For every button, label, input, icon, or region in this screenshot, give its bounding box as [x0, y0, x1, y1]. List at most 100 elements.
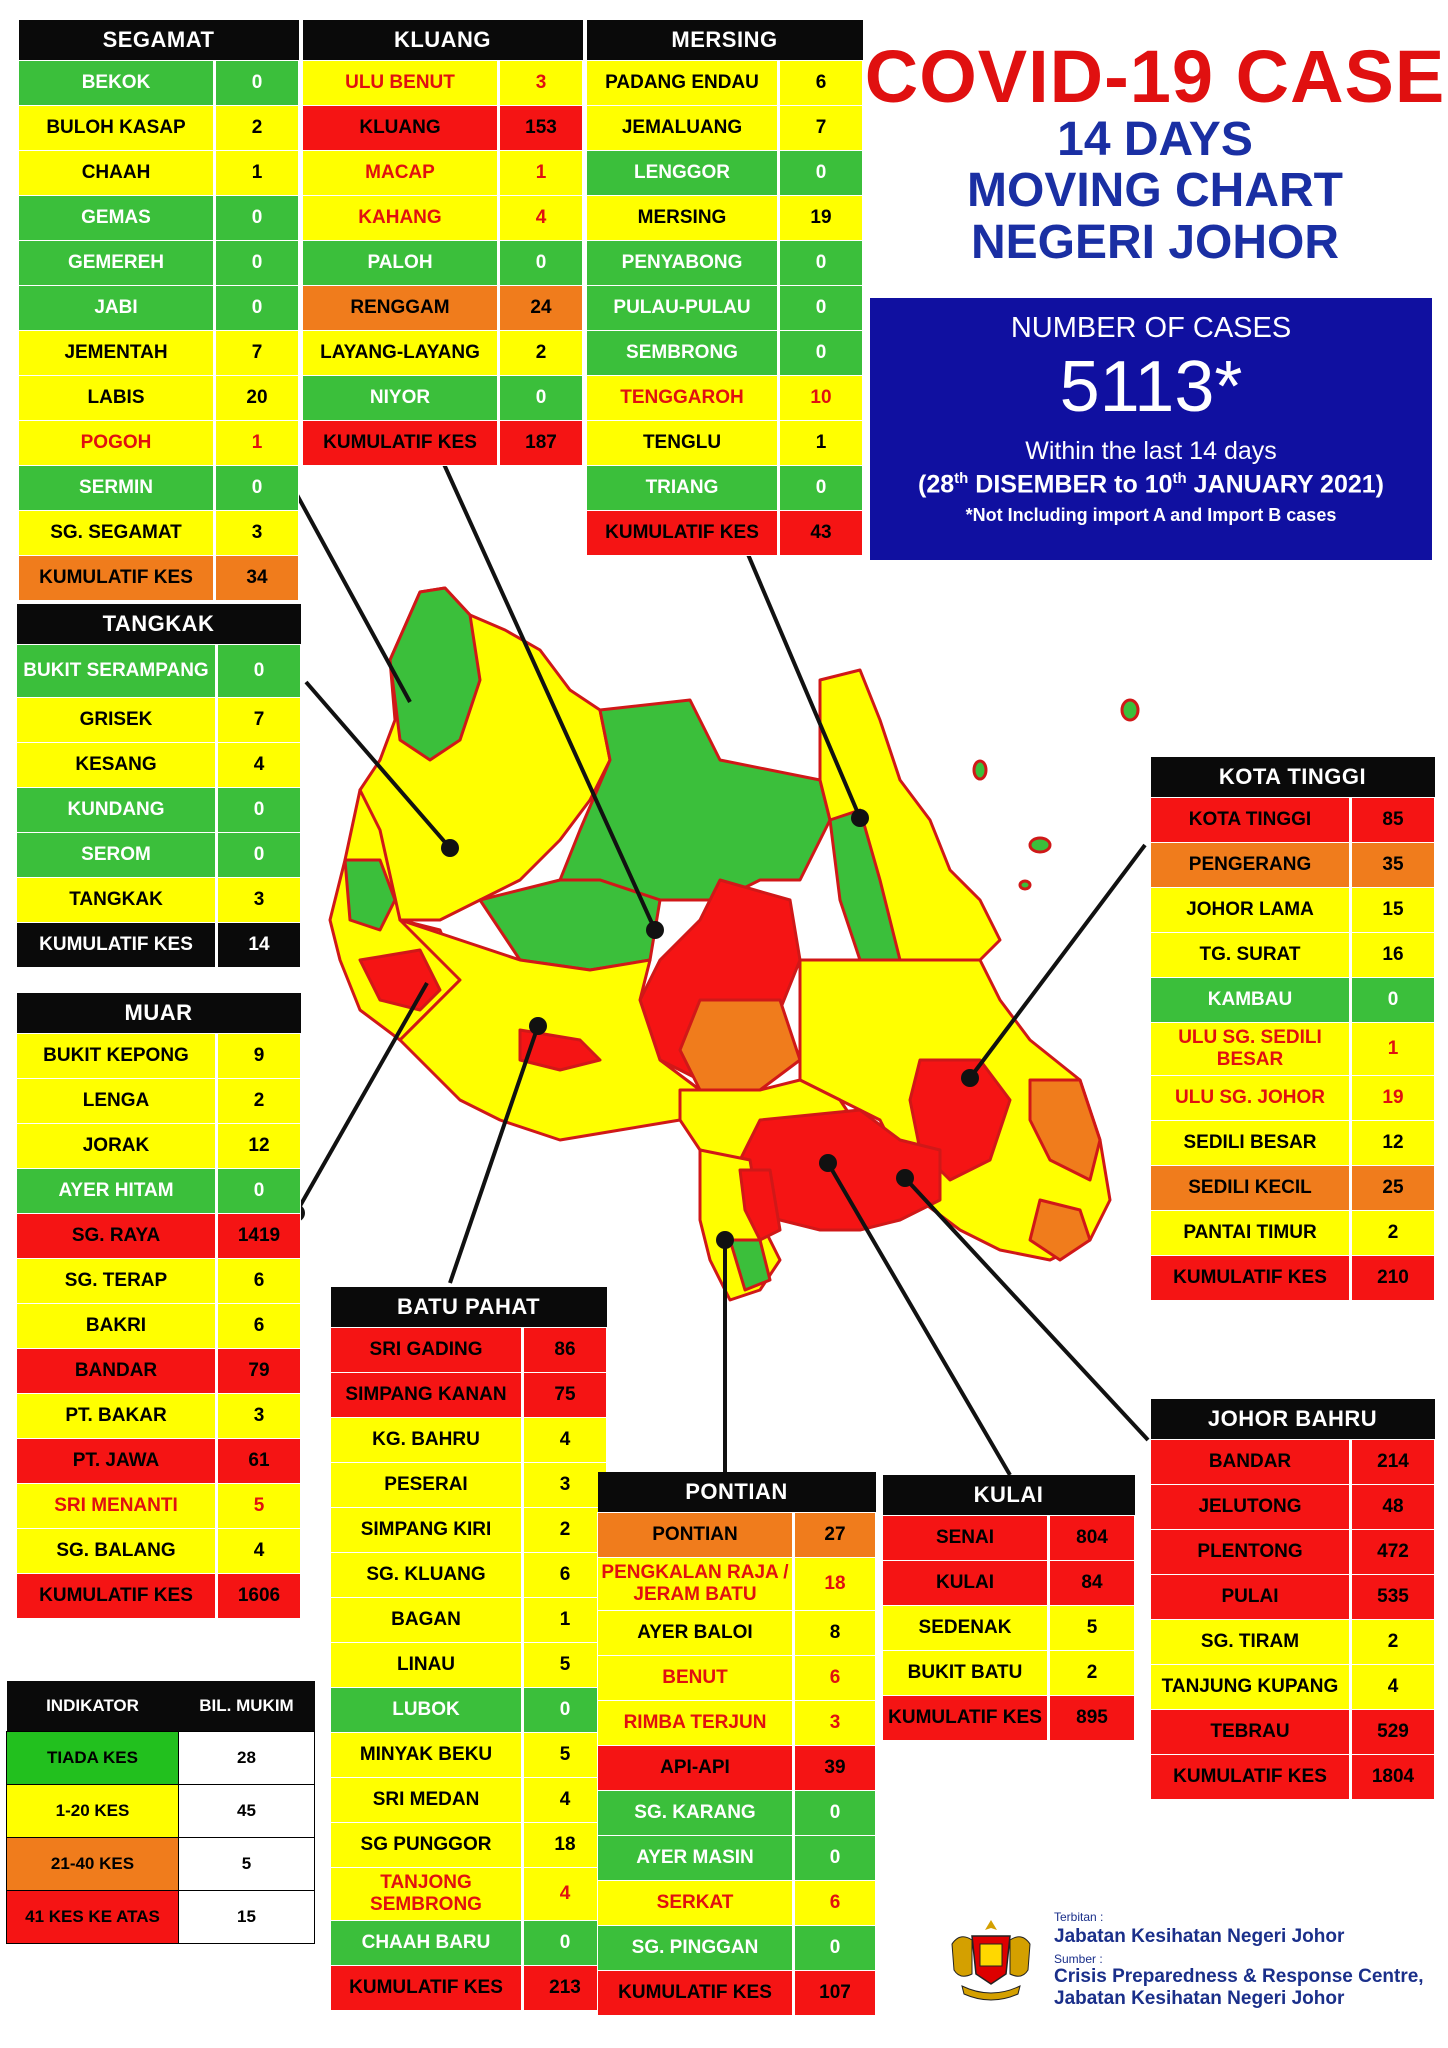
- district-header-muar: MUAR: [16, 993, 301, 1034]
- table-johorbahru: JOHOR BAHRU BANDAR 214 JELUTONG 48 PLENTONG 47…: [1150, 1399, 1435, 1800]
- mukim-name: SIMPANG KANAN: [330, 1372, 524, 1418]
- mukim-cases: 0: [522, 1920, 607, 1966]
- table-row: CHAAH 1: [18, 150, 299, 196]
- mukim-cases: 472: [1350, 1529, 1435, 1575]
- mukim-cases: 0: [498, 375, 583, 421]
- legend-header-bil-mukim: BIL. MUKIM: [178, 1681, 315, 1732]
- table-row: PENYABONG 0: [586, 240, 863, 286]
- mukim-cases: 187: [498, 420, 583, 466]
- mukim-name: ULU BENUT: [302, 60, 500, 106]
- table-row: TEBRAU 529: [1150, 1709, 1435, 1755]
- mukim-name: BAKRI: [16, 1303, 218, 1349]
- table-row: TANJONG SEMBRONG 4: [330, 1867, 607, 1921]
- district-header-tangkak: TANGKAK: [16, 604, 301, 645]
- table-row: SIMPANG KIRI 2: [330, 1507, 607, 1553]
- mukim-name: SRI MEDAN: [330, 1777, 524, 1823]
- mukim-name: BANDAR: [16, 1348, 218, 1394]
- table-row: BENUT 6: [597, 1655, 876, 1701]
- table-row: JELUTONG 48: [1150, 1484, 1435, 1530]
- period-mid: DISEMBER to 10: [968, 470, 1173, 499]
- mukim-cases: 5: [1048, 1605, 1135, 1651]
- mukim-cases: 3: [216, 877, 301, 923]
- cases-note-2: *Not Including import A and Import B cas…: [965, 505, 1337, 526]
- mukim-name: KUMULATIF KES: [1150, 1255, 1352, 1301]
- table-row: TENGLU 1: [586, 420, 863, 466]
- mukim-name: KLUANG: [302, 105, 500, 151]
- region-sedilikecil-orange: [1028, 1078, 1102, 1182]
- table-row: KUMULATIF KES 213: [330, 1965, 607, 2011]
- mukim-cases: 5: [522, 1732, 607, 1778]
- table-row: BAGAN 1: [330, 1597, 607, 1643]
- mukim-name: MINYAK BEKU: [330, 1732, 524, 1778]
- mukim-name: KUNDANG: [16, 787, 218, 833]
- mukim-name: SRI MENANTI: [16, 1483, 218, 1529]
- table-row: PESERAI 3: [330, 1462, 607, 1508]
- mukim-cases: 213: [522, 1965, 607, 2011]
- table-row: SG. TERAP 6: [16, 1258, 301, 1304]
- mukim-cases: 1: [778, 420, 863, 466]
- mukim-name: POGOH: [18, 420, 216, 466]
- legend-label: 21-40 KES: [6, 1837, 179, 1891]
- mukim-cases: 4: [1350, 1664, 1435, 1710]
- legend-label: TIADA KES: [6, 1731, 179, 1785]
- title-block: COVID-19 CASE 14 DAYS MOVING CHART NEGER…: [860, 40, 1448, 269]
- table-row: SG. SEGAMAT 3: [18, 510, 299, 556]
- mukim-cases: 5: [216, 1483, 301, 1529]
- table-row: PANTAI TIMUR 2: [1150, 1210, 1435, 1256]
- legend-label: 1-20 KES: [6, 1784, 179, 1838]
- table-row: AYER HITAM 0: [16, 1168, 301, 1214]
- table-muar: MUAR BUKIT KEPONG 9 LENGA 2 JORAK 12 AYER HITAM…: [16, 993, 301, 1619]
- mukim-cases: 6: [522, 1552, 607, 1598]
- table-row: LABIS 20: [18, 375, 299, 421]
- mukim-name: BENUT: [597, 1655, 795, 1701]
- table-row: POGOH 1: [18, 420, 299, 466]
- mukim-name: MERSING: [586, 195, 780, 241]
- mukim-cases: 12: [1350, 1120, 1435, 1166]
- mukim-cases: 214: [1350, 1439, 1435, 1485]
- mukim-cases: 4: [522, 1867, 607, 1921]
- table-row: GRISEK 7: [16, 697, 301, 743]
- region-batupahat-red: [518, 1028, 602, 1072]
- table-row: PLENTONG 472: [1150, 1529, 1435, 1575]
- mukim-cases: 86: [522, 1327, 607, 1373]
- mukim-name: SG. SEGAMAT: [18, 510, 216, 556]
- region-pengerang-orange: [1028, 1198, 1092, 1262]
- mukim-cases: 20: [214, 375, 299, 421]
- mukim-cases: 0: [778, 240, 863, 286]
- mukim-cases: 0: [793, 1790, 876, 1836]
- mukim-name: JEMENTAH: [18, 330, 216, 376]
- mukim-cases: 79: [216, 1348, 301, 1394]
- mukim-cases: 0: [778, 150, 863, 196]
- table-row: RENGGAM 24: [302, 285, 583, 331]
- cases-value: 5113*: [1059, 347, 1243, 427]
- mukim-name: PANTAI TIMUR: [1150, 1210, 1352, 1256]
- mukim-cases: 6: [793, 1880, 876, 1926]
- mukim-name: PESERAI: [330, 1462, 524, 1508]
- island-3: [1028, 836, 1052, 854]
- mukim-cases: 0: [793, 1835, 876, 1881]
- table-mersing: MERSING PADANG ENDAU 6 JEMALUANG 7 LENGGOR 0 ME…: [586, 20, 863, 556]
- table-row: MERSING 19: [586, 195, 863, 241]
- mukim-name: AYER HITAM: [16, 1168, 218, 1214]
- mukim-name: LINAU: [330, 1642, 524, 1688]
- table-row: KUMULATIF KES 1606: [16, 1573, 301, 1619]
- table-row: KAHANG 4: [302, 195, 583, 241]
- sumber-line-2: Jabatan Kesihatan Negeri Johor: [1054, 1988, 1345, 2009]
- mukim-name: BUKIT KEPONG: [16, 1033, 218, 1079]
- table-row: BULOH KASAP 2: [18, 105, 299, 151]
- table-row: ULU SG. SEDILI BESAR 1: [1150, 1022, 1435, 1076]
- mukim-cases: 535: [1350, 1574, 1435, 1620]
- mukim-cases: 84: [1048, 1560, 1135, 1606]
- table-row: SEDENAK 5: [882, 1605, 1135, 1651]
- table-row: BANDAR 214: [1150, 1439, 1435, 1485]
- mukim-name: KUMULATIF KES: [16, 922, 218, 968]
- mukim-cases: 39: [793, 1745, 876, 1791]
- table-row: SG. PINGGAN 0: [597, 1925, 876, 1971]
- mukim-cases: 7: [778, 105, 863, 151]
- mukim-cases: 1606: [216, 1573, 301, 1619]
- mukim-name: TANJUNG KUPANG: [1150, 1664, 1352, 1710]
- table-row: SEMBRONG 0: [586, 330, 863, 376]
- table-row: BUKIT BATU 2: [882, 1650, 1135, 1696]
- period-sup-1: th: [954, 470, 969, 487]
- mukim-name: RIMBA TERJUN: [597, 1700, 795, 1746]
